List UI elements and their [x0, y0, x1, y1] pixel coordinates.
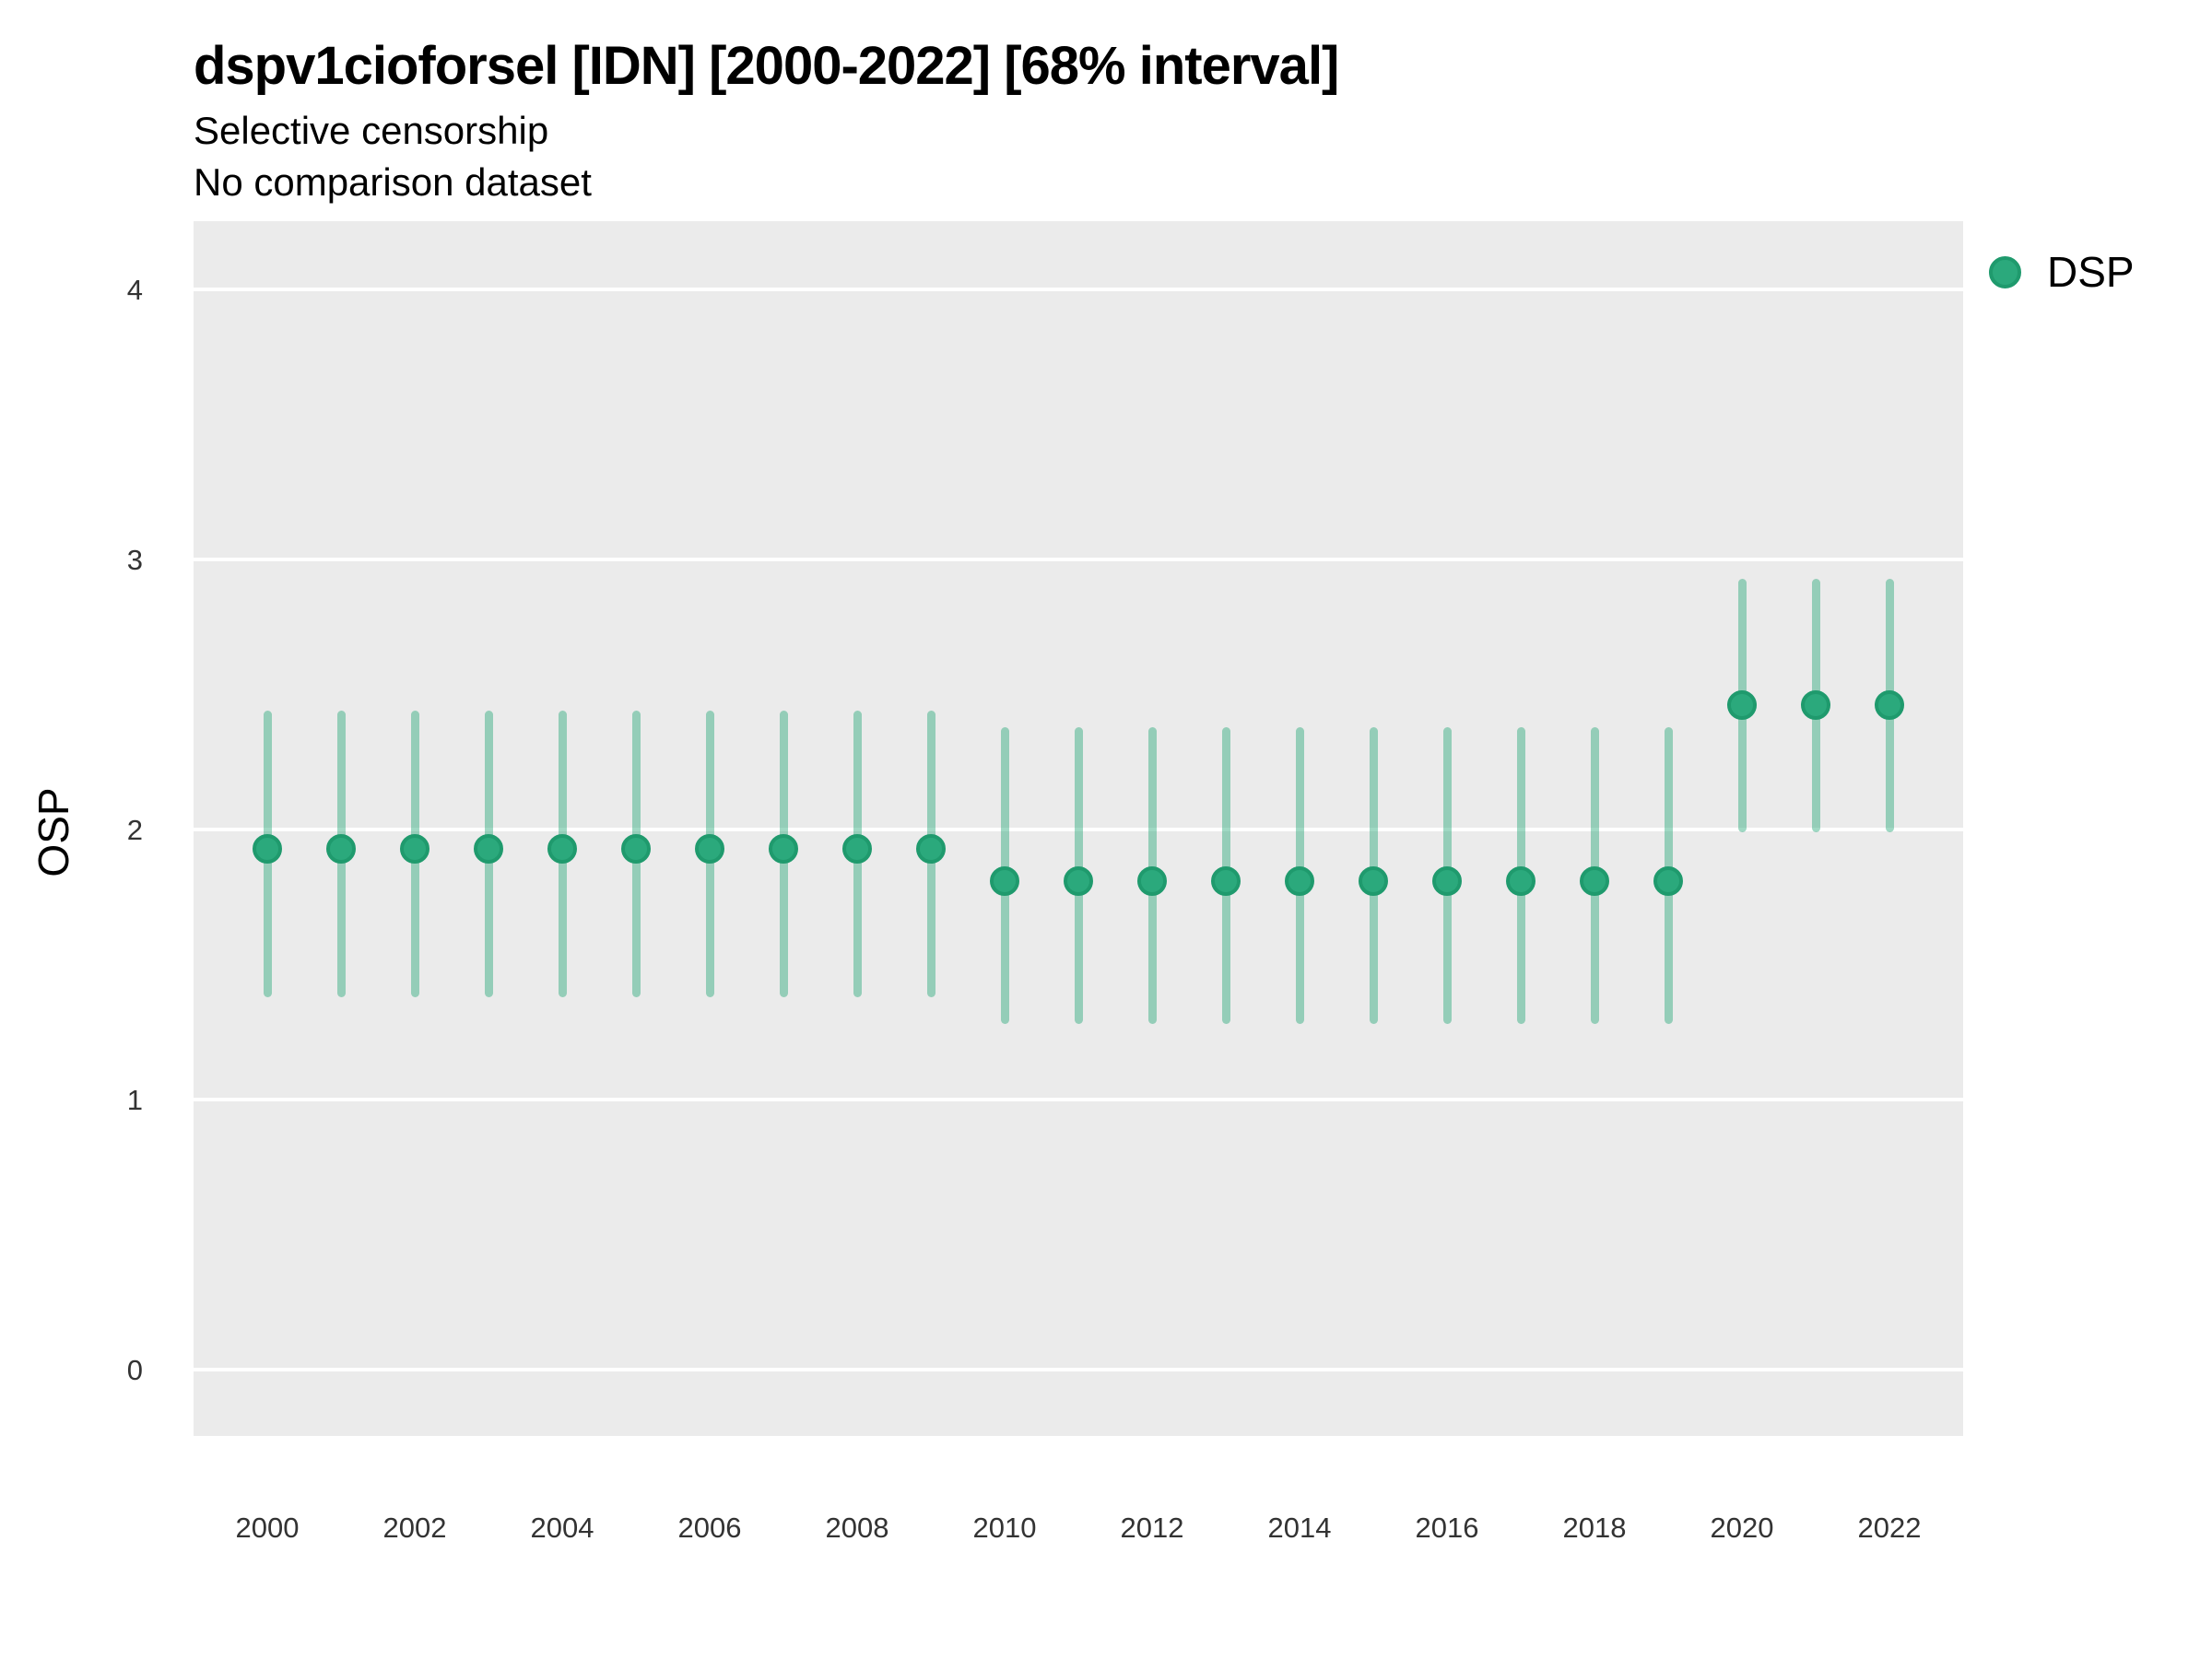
point-2018: [1580, 865, 1609, 896]
point-2014: [1285, 865, 1314, 896]
point-2004: [547, 833, 577, 864]
gridline-y-0: [194, 1368, 1963, 1371]
x-tick-label-2018: 2018: [1562, 1512, 1627, 1544]
legend-label: DSP: [2047, 248, 2135, 296]
y-tick-label-1: 1: [126, 1084, 143, 1116]
x-tick-label-2014: 2014: [1267, 1512, 1332, 1544]
x-tick-label-2004: 2004: [530, 1512, 594, 1544]
point-2019: [1653, 865, 1683, 896]
x-tick-label-2010: 2010: [972, 1512, 1037, 1544]
y-tick-label-2: 2: [126, 814, 143, 846]
y-tick-label-3: 3: [126, 544, 143, 576]
x-tick-label-2006: 2006: [677, 1512, 742, 1544]
legend: DSP: [1989, 251, 2135, 293]
point-2011: [1064, 865, 1093, 896]
x-tick-label-2022: 2022: [1857, 1512, 1922, 1544]
y-tick-label-4: 4: [126, 274, 143, 306]
point-2003: [474, 833, 503, 864]
point-2013: [1211, 865, 1241, 896]
x-tick-label-2016: 2016: [1415, 1512, 1479, 1544]
gridline-y-1: [194, 1098, 1963, 1101]
gridline-y-3: [194, 558, 1963, 561]
point-2002: [400, 833, 429, 864]
point-2001: [326, 833, 356, 864]
chart-subtitle-line1: Selective censorship: [194, 109, 549, 152]
x-tick-label-2020: 2020: [1710, 1512, 1774, 1544]
point-2012: [1137, 865, 1167, 896]
gridline-y-4: [194, 288, 1963, 291]
point-2000: [253, 833, 282, 864]
point-2020: [1727, 690, 1757, 721]
plot-panel: [194, 221, 1963, 1436]
point-2009: [916, 833, 946, 864]
point-2021: [1801, 690, 1830, 721]
legend-point-icon: [1989, 255, 2021, 288]
chart-title: dspv1cioforsel [IDN] [2000-2022] [68% in…: [194, 36, 1339, 96]
point-2017: [1506, 865, 1535, 896]
point-2010: [990, 865, 1019, 896]
point-2016: [1432, 865, 1462, 896]
point-2005: [621, 833, 651, 864]
x-tick-label-2008: 2008: [825, 1512, 889, 1544]
point-2022: [1875, 690, 1904, 721]
point-2007: [769, 833, 798, 864]
point-2008: [842, 833, 872, 864]
chart-subtitle-line2: No comparison dataset: [194, 160, 592, 204]
y-tick-label-0: 0: [126, 1354, 143, 1386]
x-tick-label-2012: 2012: [1120, 1512, 1184, 1544]
x-tick-label-2000: 2000: [235, 1512, 300, 1544]
x-tick-label-2002: 2002: [382, 1512, 447, 1544]
point-2006: [695, 833, 724, 864]
gridline-y-2: [194, 828, 1963, 831]
point-2015: [1359, 865, 1388, 896]
